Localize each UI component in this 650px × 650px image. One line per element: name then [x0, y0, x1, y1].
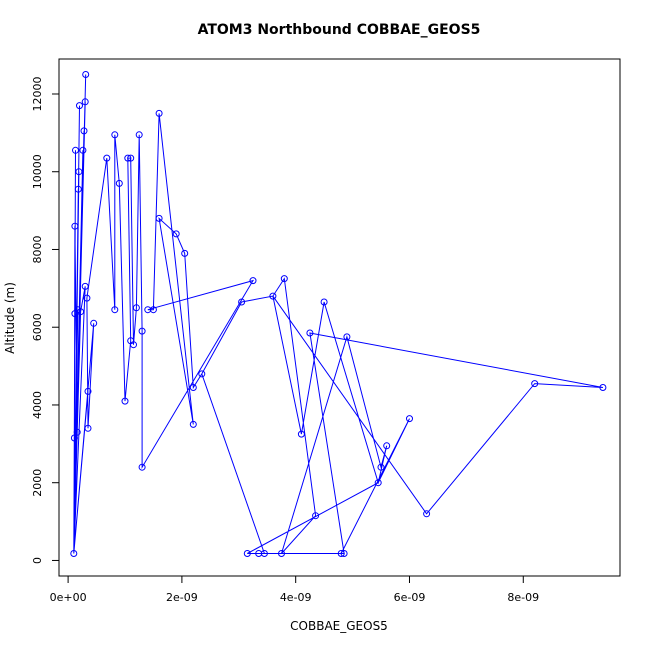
data-point	[306, 329, 314, 337]
data-point	[531, 380, 539, 388]
data-point	[70, 550, 78, 557]
data-point	[149, 306, 157, 314]
data-point	[189, 384, 197, 391]
series-line	[73, 74, 603, 554]
data-point	[75, 168, 83, 176]
data-point	[280, 275, 288, 283]
data-point	[189, 420, 197, 428]
y-tick-label: 10000	[31, 154, 44, 189]
y-axis: 0 2000 4000 6000 8000 10000 12000	[31, 76, 60, 564]
data-point	[130, 341, 137, 349]
data-point	[135, 131, 143, 139]
data-point	[181, 249, 189, 257]
data-point	[70, 434, 78, 442]
data-point	[81, 98, 89, 106]
data-point	[297, 430, 305, 438]
data-point	[77, 308, 85, 316]
y-tick-label: 0	[31, 557, 44, 564]
data-point	[238, 298, 246, 306]
x-tick-label: 6e-09	[394, 591, 426, 604]
plot-frame	[58, 58, 621, 577]
data-point	[312, 512, 320, 520]
data-point	[155, 214, 163, 222]
data-point	[374, 479, 382, 487]
x-axis: 0e+00 2e-09 4e-09 6e-09 8e-09	[50, 575, 539, 604]
data-point	[111, 131, 119, 139]
data-point	[423, 510, 431, 518]
data-point	[80, 127, 88, 135]
data-point	[76, 102, 83, 110]
x-tick-label: 4e-09	[280, 591, 312, 604]
data-point	[90, 319, 98, 327]
series-layer	[70, 71, 607, 557]
data-point	[278, 550, 285, 557]
data-point	[84, 424, 92, 432]
data-point	[73, 428, 81, 436]
data-point	[383, 442, 391, 450]
chart-title: ATOM3 Northbound COBBAE_GEOS5	[198, 22, 481, 38]
data-point	[172, 230, 180, 238]
data-point	[72, 146, 79, 154]
x-tick-label: 8e-09	[507, 591, 539, 604]
y-tick-label: 2000	[31, 469, 44, 497]
y-tick-label: 4000	[31, 391, 44, 419]
data-point	[84, 387, 92, 395]
data-point	[340, 550, 348, 557]
data-point	[337, 550, 345, 557]
data-point	[406, 415, 413, 423]
data-point	[138, 327, 146, 335]
data-point	[155, 109, 163, 117]
y-axis-label: Altitude (m)	[3, 282, 17, 354]
data-point	[243, 550, 251, 557]
y-tick-label: 6000	[31, 313, 44, 341]
data-point	[74, 185, 82, 193]
data-point	[249, 277, 257, 285]
data-point	[81, 282, 89, 290]
data-point	[115, 179, 123, 187]
data-point	[320, 298, 328, 306]
data-point	[79, 146, 87, 154]
data-point	[103, 154, 111, 162]
data-point	[269, 292, 277, 300]
data-point	[111, 306, 119, 314]
data-point	[82, 71, 90, 78]
data-point	[121, 397, 129, 405]
data-point	[83, 294, 91, 302]
data-point	[377, 463, 385, 471]
data-point	[71, 222, 79, 230]
data-point	[124, 154, 132, 162]
data-point	[198, 370, 206, 378]
x-axis-label: COBBAE_GEOS5	[290, 619, 388, 633]
x-tick-label: 0e+00	[50, 591, 87, 604]
y-tick-label: 12000	[31, 76, 44, 111]
data-point	[127, 154, 135, 162]
data-point	[343, 333, 351, 341]
data-point	[260, 550, 268, 557]
data-point	[138, 463, 146, 471]
y-tick-label: 8000	[31, 235, 44, 263]
x-tick-label: 2e-09	[166, 591, 198, 604]
data-point	[132, 304, 140, 312]
data-point	[599, 384, 607, 391]
